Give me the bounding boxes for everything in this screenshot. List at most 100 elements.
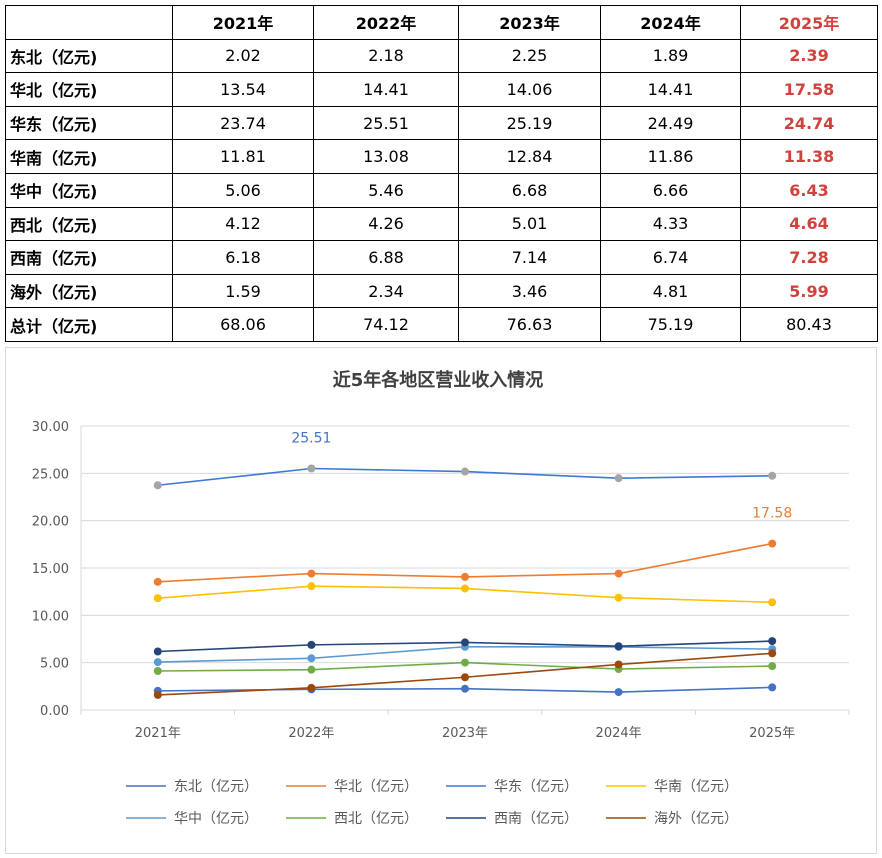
legend-label: 华东（亿元） — [494, 779, 578, 795]
table-cell: 2.39 — [740, 38, 878, 74]
data-label: 17.58 — [752, 506, 792, 522]
x-tick-label: 2024年 — [596, 726, 642, 741]
table-cell: 12.84 — [458, 139, 601, 174]
legend-label: 海外（亿元） — [654, 811, 738, 827]
header-cell-2023: 2023年 — [458, 5, 601, 40]
data-point — [461, 638, 469, 647]
table-row: 总计（亿元) 68.06 74.12 76.63 75.19 80.43 — [5, 307, 878, 342]
data-point — [768, 637, 777, 646]
table-row: 华南（亿元) 11.81 13.08 12.84 11.86 11.38 — [5, 139, 878, 174]
table-cell: 76.63 — [458, 307, 601, 342]
data-point — [153, 690, 162, 699]
y-tick-label: 15.00 — [32, 562, 69, 577]
data-point — [461, 658, 469, 667]
table-cell: 4.33 — [600, 206, 741, 242]
x-tick-label: 2023年 — [442, 726, 488, 741]
series-0 — [153, 683, 777, 697]
legend-label: 西南（亿元） — [494, 811, 578, 827]
table-cell: 2.34 — [313, 273, 459, 309]
data-point — [614, 660, 623, 669]
data-point — [307, 654, 316, 663]
data-label: 25.51 — [291, 431, 331, 447]
legend-item: 华中（亿元） — [126, 811, 258, 827]
legend-item: 海外（亿元） — [606, 811, 738, 827]
table-cell: 6.74 — [600, 240, 741, 275]
data-table: 2021年 2022年 2023年 2024年 2025年 东北（亿元) 2.02… — [5, 5, 878, 342]
y-axis: 0.00 5.00 10.00 15.00 20.00 25.00 30.00 — [32, 420, 82, 719]
table-cell: 80.43 — [740, 307, 878, 342]
data-point — [614, 569, 623, 578]
row-label: 华南（亿元) — [5, 139, 173, 174]
table-cell: 23.74 — [172, 105, 314, 141]
legend-label: 华中（亿元） — [174, 811, 258, 827]
table-cell: 6.68 — [458, 172, 601, 208]
header-cell-2022: 2022年 — [313, 5, 459, 40]
x-tick-label: 2021年 — [135, 726, 181, 741]
table-cell: 17.58 — [740, 72, 878, 107]
row-label: 西南（亿元) — [5, 240, 173, 275]
table-cell: 14.41 — [600, 72, 741, 107]
table-cell: 4.12 — [172, 206, 314, 242]
table-cell: 6.88 — [313, 240, 459, 275]
legend-item: 东北（亿元） — [126, 779, 258, 795]
table-cell: 24.74 — [740, 105, 878, 141]
data-point — [307, 464, 316, 473]
data-point — [153, 577, 162, 586]
legend-item: 华东（亿元） — [446, 779, 578, 795]
table-cell: 13.54 — [172, 72, 314, 107]
row-label: 华北（亿元) — [5, 72, 173, 107]
row-label: 西北（亿元) — [5, 206, 173, 242]
y-tick-label: 20.00 — [32, 515, 69, 530]
table-cell: 2.02 — [172, 38, 314, 74]
data-point — [768, 598, 777, 607]
table-cell: 2.18 — [313, 38, 459, 74]
table-cell: 6.18 — [172, 240, 314, 275]
table-cell: 5.99 — [740, 273, 878, 309]
table-cell: 24.49 — [600, 105, 741, 141]
table-row: 华东（亿元) 23.74 25.51 25.19 24.49 24.74 — [5, 105, 878, 141]
data-point — [614, 642, 623, 651]
x-axis: 2021年 2022年 2023年 2024年 2025年 — [80, 710, 850, 741]
table-cell: 4.64 — [740, 206, 878, 242]
data-point — [614, 474, 623, 483]
y-tick-label: 10.00 — [32, 609, 69, 624]
table-cell: 5.46 — [313, 172, 459, 208]
table-cell: 68.06 — [172, 307, 314, 342]
series-group — [153, 464, 777, 699]
x-tick-label: 2022年 — [288, 726, 334, 741]
legend-item: 西北（亿元） — [286, 811, 418, 827]
table-cell: 25.51 — [313, 105, 459, 141]
data-point — [768, 649, 777, 658]
row-label: 海外（亿元) — [5, 273, 173, 309]
series-1 — [153, 539, 777, 586]
table-cell: 6.66 — [600, 172, 741, 208]
legend-label: 西北（亿元） — [334, 811, 418, 827]
table-row: 华北（亿元) 13.54 14.41 14.06 14.41 17.58 — [5, 72, 878, 107]
header-cell-2024: 2024年 — [600, 5, 741, 40]
data-point — [307, 582, 316, 591]
row-label: 东北（亿元) — [5, 38, 173, 74]
table-cell: 13.08 — [313, 139, 459, 174]
table-cell: 1.89 — [600, 38, 741, 74]
table-cell: 2.25 — [458, 38, 601, 74]
table-cell: 74.12 — [313, 307, 459, 342]
table-cell: 5.01 — [458, 206, 601, 242]
legend-label: 华北（亿元） — [334, 779, 418, 795]
table-cell: 4.26 — [313, 206, 459, 242]
chart-title: 近5年各地区营业收入情况 — [333, 369, 544, 391]
data-point — [768, 662, 777, 671]
series-7 — [153, 649, 777, 699]
data-point — [461, 673, 469, 682]
line-chart: 近5年各地区营业收入情况 0.00 5.00 10.00 15.00 20.00 25.0… — [32, 369, 850, 827]
legend-item: 西南（亿元） — [446, 811, 578, 827]
legend-label: 华南（亿元） — [654, 779, 738, 795]
table-cell: 11.38 — [740, 139, 878, 174]
data-point — [614, 688, 623, 697]
y-tick-label: 5.00 — [40, 657, 69, 672]
table-cell: 7.28 — [740, 240, 878, 275]
table-cell: 4.81 — [600, 273, 741, 309]
y-tick-label: 25.00 — [32, 467, 69, 482]
table-cell: 11.86 — [600, 139, 741, 174]
data-point — [307, 640, 316, 649]
data-point — [614, 593, 623, 602]
